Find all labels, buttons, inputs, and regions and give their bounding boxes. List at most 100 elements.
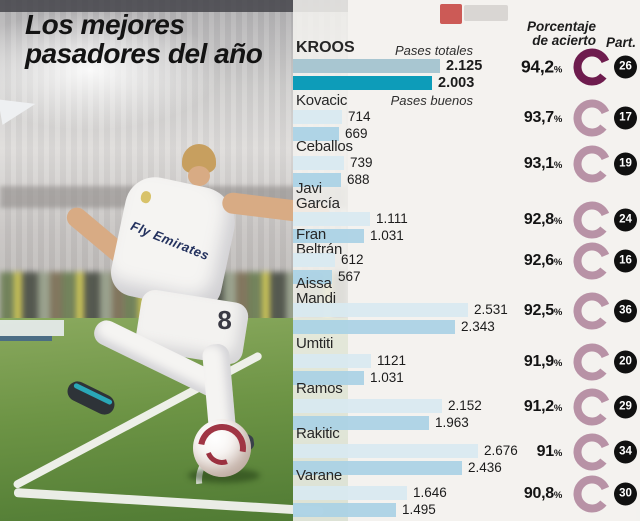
accuracy-ring-icon <box>573 343 611 381</box>
accuracy-ring-icon <box>573 48 611 86</box>
player-row: Ceballos 739 688 93,1% 19 <box>293 139 640 193</box>
player-row: Umtiti 1121 1.031 91,9% 20 <box>293 336 640 390</box>
series-label-pases-totales: Pases totales <box>394 43 473 58</box>
accuracy-percent: 90,8% <box>523 485 562 502</box>
value-pases-totales: 2.152 <box>448 398 482 413</box>
floodlight-glare <box>0 10 220 130</box>
bar-pases-buenos <box>293 229 364 243</box>
value-pases-buenos: 688 <box>347 172 370 187</box>
value-pases-buenos: 567 <box>338 269 361 284</box>
kroos-photo: Fly Emirates 8 <box>0 0 348 521</box>
bar-pases-totales <box>293 444 478 458</box>
player-row: Aissa Mandi 2.531 2.343 92,5% 36 <box>293 275 640 334</box>
column-header-percent-line1: Porcentaje <box>526 19 596 34</box>
bar-pases-buenos <box>293 320 455 334</box>
accuracy-percent: 91,2% <box>523 398 562 415</box>
value-pases-totales: 1.646 <box>413 485 447 500</box>
matches-badge: 26 <box>614 55 637 79</box>
matches-badge: 20 <box>614 350 637 374</box>
accuracy-percent: 92,6% <box>523 252 562 269</box>
player-name: Javi García <box>296 180 340 212</box>
value-pases-totales: 714 <box>348 109 371 124</box>
matches-badge: 24 <box>614 208 637 232</box>
bar-pases-totales <box>293 110 342 124</box>
value-pases-totales: 1121 <box>377 353 407 368</box>
bar-pases-buenos <box>293 416 429 430</box>
value-pases-totales: 2.125 <box>446 58 483 74</box>
value-pases-buenos: 669 <box>345 126 368 141</box>
percent-sign: % <box>553 257 562 268</box>
accuracy-percent: 94,2% <box>520 56 562 77</box>
player-row: Fran Beltrán 612 567 92,6% 16 <box>293 227 640 284</box>
accuracy-ring-icon <box>573 292 611 330</box>
accuracy-percent: 93,1% <box>523 155 562 172</box>
player-name: Ramos <box>296 380 343 397</box>
column-header-percent-line2: de acierto <box>532 33 596 49</box>
player-name: Kovacic <box>296 92 348 109</box>
bar-pases-buenos <box>293 371 364 385</box>
series-label-pases-buenos: Pases buenos <box>390 93 473 108</box>
matches-badge: 19 <box>614 152 637 176</box>
accuracy-percent: 91% <box>536 443 563 460</box>
accuracy-percent: 92,5% <box>523 302 562 319</box>
stadium-roof <box>0 0 348 12</box>
bar-pases-buenos <box>293 173 341 187</box>
percent-sign: % <box>553 307 562 318</box>
bar-pases-totales <box>293 354 371 368</box>
scoreboard-gray-blob <box>464 5 508 21</box>
value-pases-buenos: 2.436 <box>468 460 502 475</box>
value-pases-buenos: 1.963 <box>435 415 469 430</box>
bar-pases-buenos <box>293 76 432 90</box>
percent-sign: % <box>553 490 562 501</box>
matches-badge: 17 <box>614 106 637 130</box>
player-row: Varane 1.646 1.495 90,8% 30 <box>293 468 640 521</box>
player-name: Varane <box>296 467 343 484</box>
jersey-sponsor-text: Fly Emirates <box>128 218 212 264</box>
value-pases-totales: 2.676 <box>484 443 518 458</box>
bar-pases-buenos <box>293 127 339 141</box>
bar-pases-totales <box>293 253 335 267</box>
accuracy-percent: 91,9% <box>523 353 562 370</box>
percent-sign: % <box>553 448 562 459</box>
player-row: KROOS 2.125 2.003 94,2% 26 <box>293 40 640 94</box>
value-pases-buenos: 2.343 <box>461 319 495 334</box>
accuracy-ring-icon <box>573 433 611 471</box>
player-row: Rakitic 2.676 2.436 91% 34 <box>293 426 640 480</box>
accuracy-ring-icon <box>573 242 611 280</box>
value-pases-buenos: 1.031 <box>370 370 404 385</box>
bar-pases-totales <box>293 59 440 73</box>
value-pases-totales: 612 <box>341 252 364 267</box>
value-pases-totales: 739 <box>350 155 373 170</box>
accuracy-ring-icon <box>573 388 611 426</box>
value-pases-totales: 2.531 <box>474 302 508 317</box>
percent-sign: % <box>553 114 562 125</box>
scoreboard-red-blob <box>440 4 462 24</box>
player-row: Ramos 2.152 1.963 91,2% 29 <box>293 381 640 435</box>
accuracy-ring-icon <box>573 145 611 183</box>
player-row: Javi García 1.111 1.031 92,8% 24 <box>293 180 640 243</box>
percent-sign: % <box>553 216 562 227</box>
accuracy-percent: 93,7% <box>523 109 562 126</box>
bar-pases-totales <box>293 212 370 226</box>
page-title: Los mejores pasadores del año <box>25 9 263 69</box>
bar-pases-totales <box>293 486 407 500</box>
bar-pases-totales <box>293 156 344 170</box>
player-rows: KROOS 2.125 2.003 94,2% 26 Kovacic 714 6… <box>293 0 640 521</box>
matches-badge: 29 <box>614 395 637 419</box>
bar-pases-buenos <box>293 503 396 517</box>
matches-badge: 16 <box>614 249 637 273</box>
value-pases-totales: 1.111 <box>376 211 408 226</box>
page-title-line1: Los mejores <box>25 9 185 40</box>
player-name: Umtiti <box>296 335 334 352</box>
value-pases-buenos: 1.495 <box>402 502 436 517</box>
led-board-stripe <box>0 336 52 341</box>
accuracy-ring-icon <box>573 99 611 137</box>
player-face <box>188 166 210 186</box>
club-crest <box>139 190 153 205</box>
led-board <box>0 320 64 336</box>
player-name: Ceballos <box>296 138 353 155</box>
player-name: KROOS <box>296 39 355 56</box>
percent-sign: % <box>553 64 562 76</box>
player-name: Aissa Mandi <box>296 275 336 307</box>
